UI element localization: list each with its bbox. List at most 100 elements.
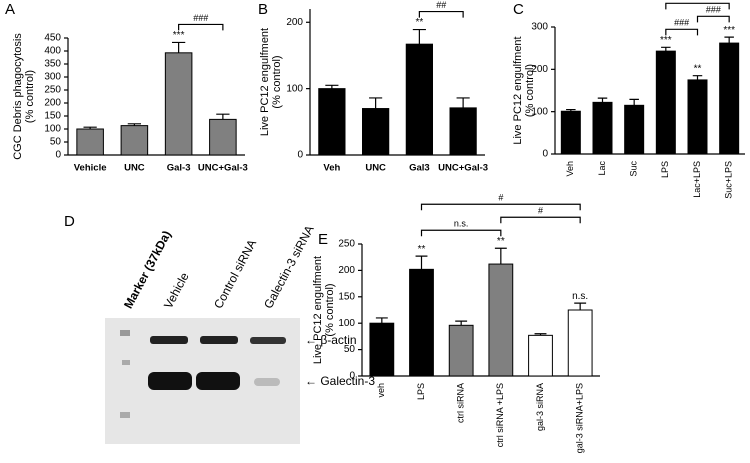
x-tick-label: UNC+Gal-3 (438, 163, 488, 174)
bar (560, 110, 581, 155)
y-tick-label: 250 (44, 85, 61, 96)
error-bar (171, 41, 186, 53)
error-bar (724, 36, 734, 44)
blot-image (105, 318, 300, 444)
galectin-band (196, 372, 240, 390)
error-bar (455, 320, 468, 326)
galectin-band (148, 372, 192, 390)
significance-label: ** (418, 244, 426, 255)
y-axis-label: Live PC12 engulfment (312, 256, 324, 364)
y-tick-label: 0 (55, 150, 61, 161)
bracket-label: ### (674, 18, 689, 28)
error-bar (534, 333, 547, 336)
error-bar (325, 84, 339, 89)
panel-letter: A (5, 1, 15, 18)
lane-label: Galectin-3 siRNA (261, 223, 317, 311)
comparison-bracket (696, 15, 730, 23)
y-axis-label: (% control) (524, 64, 536, 117)
significance-label: ** (415, 17, 423, 28)
band-label: ← Galectin-3 (305, 374, 375, 388)
lane-label: Control siRNA (211, 237, 259, 311)
x-tick-label: Gal-3 (167, 163, 191, 174)
bar (76, 128, 104, 156)
y-tick-label: 350 (44, 59, 61, 70)
x-tick-label: ctrl siRNA +LPS (495, 383, 505, 447)
comparison-bracket (420, 229, 502, 237)
bracket-label: ### (706, 5, 721, 15)
bar (449, 107, 477, 156)
error-bar (661, 46, 671, 52)
bracket-label: ## (436, 0, 446, 10)
actin-band (200, 336, 238, 344)
bracket-label: n.s. (690, 0, 705, 2)
x-tick-label: Lac (597, 161, 607, 176)
bar (164, 52, 193, 156)
significance-label: ** (694, 63, 702, 74)
error-bar (456, 97, 470, 108)
significance-label: ** (497, 236, 505, 247)
y-axis-label: (% control) (271, 55, 283, 108)
lane-label: Vehicle (161, 270, 192, 311)
bracket-label: ### (193, 13, 208, 23)
error-bar (412, 28, 426, 45)
x-tick-label: Gal3 (409, 163, 430, 174)
x-tick-label: Vehicle (74, 163, 107, 174)
x-tick-label: ctrl siRNA (456, 383, 466, 423)
x-tick-label: gal-3 siRNA+LPS (575, 383, 585, 453)
y-axis-label: Live PC12 engulfment (512, 36, 524, 144)
bar (655, 50, 676, 155)
error-bar (375, 317, 388, 324)
error-bar (629, 98, 639, 106)
error-bar (127, 123, 142, 126)
x-tick-label: LPS (660, 161, 670, 178)
x-tick-label: Suc+LPS (724, 161, 734, 199)
x-tick-label: Suc (629, 161, 639, 177)
y-axis-label: (% control) (24, 70, 36, 123)
y-tick-label: 100 (286, 83, 303, 94)
x-tick-label: Veh (323, 163, 340, 174)
significance-label: *** (723, 25, 735, 36)
comparison-bracket (420, 203, 581, 211)
x-tick-label: Lac+LPS (692, 161, 702, 198)
y-tick-label: 100 (338, 318, 355, 329)
bar (405, 43, 433, 156)
bar (687, 79, 708, 155)
y-tick-label: 100 (44, 124, 61, 135)
bar (528, 334, 553, 377)
x-tick-label: UNC (124, 163, 145, 174)
y-tick-label: 0 (297, 150, 303, 161)
comparison-bracket (178, 23, 224, 31)
y-tick-label: 200 (531, 64, 548, 75)
actin-band (150, 336, 188, 344)
y-tick-label: 300 (44, 72, 61, 83)
y-tick-label: 450 (44, 33, 61, 44)
y-tick-label: 200 (44, 98, 61, 109)
bar (488, 263, 514, 377)
y-tick-label: 150 (338, 291, 355, 302)
comparison-bracket (665, 28, 699, 36)
y-tick-label: 200 (338, 265, 355, 276)
comparison-bracket (665, 2, 730, 10)
y-tick-label: 300 (531, 22, 548, 33)
y-axis-label: Live PC12 engulfment (259, 28, 271, 136)
bracket-label: # (538, 206, 543, 216)
bar (209, 118, 237, 156)
x-tick-label: UNC (365, 163, 386, 174)
error-bar (216, 113, 230, 120)
y-tick-label: 0 (542, 149, 548, 160)
bar (448, 324, 474, 377)
comparison-bracket (418, 10, 464, 18)
significance-label: *** (660, 35, 672, 46)
y-tick-label: 200 (286, 17, 303, 28)
y-tick-label: 100 (531, 106, 548, 117)
y-tick-label: 50 (50, 137, 62, 148)
bar (369, 322, 395, 377)
bar (592, 101, 613, 155)
actin-band (250, 337, 286, 344)
bar (362, 108, 390, 156)
marker-band (120, 412, 130, 418)
error-bar (83, 126, 97, 129)
band-label: ← β-actin (305, 333, 357, 347)
significance-label: n.s. (572, 291, 588, 302)
galectin-band (254, 378, 280, 386)
